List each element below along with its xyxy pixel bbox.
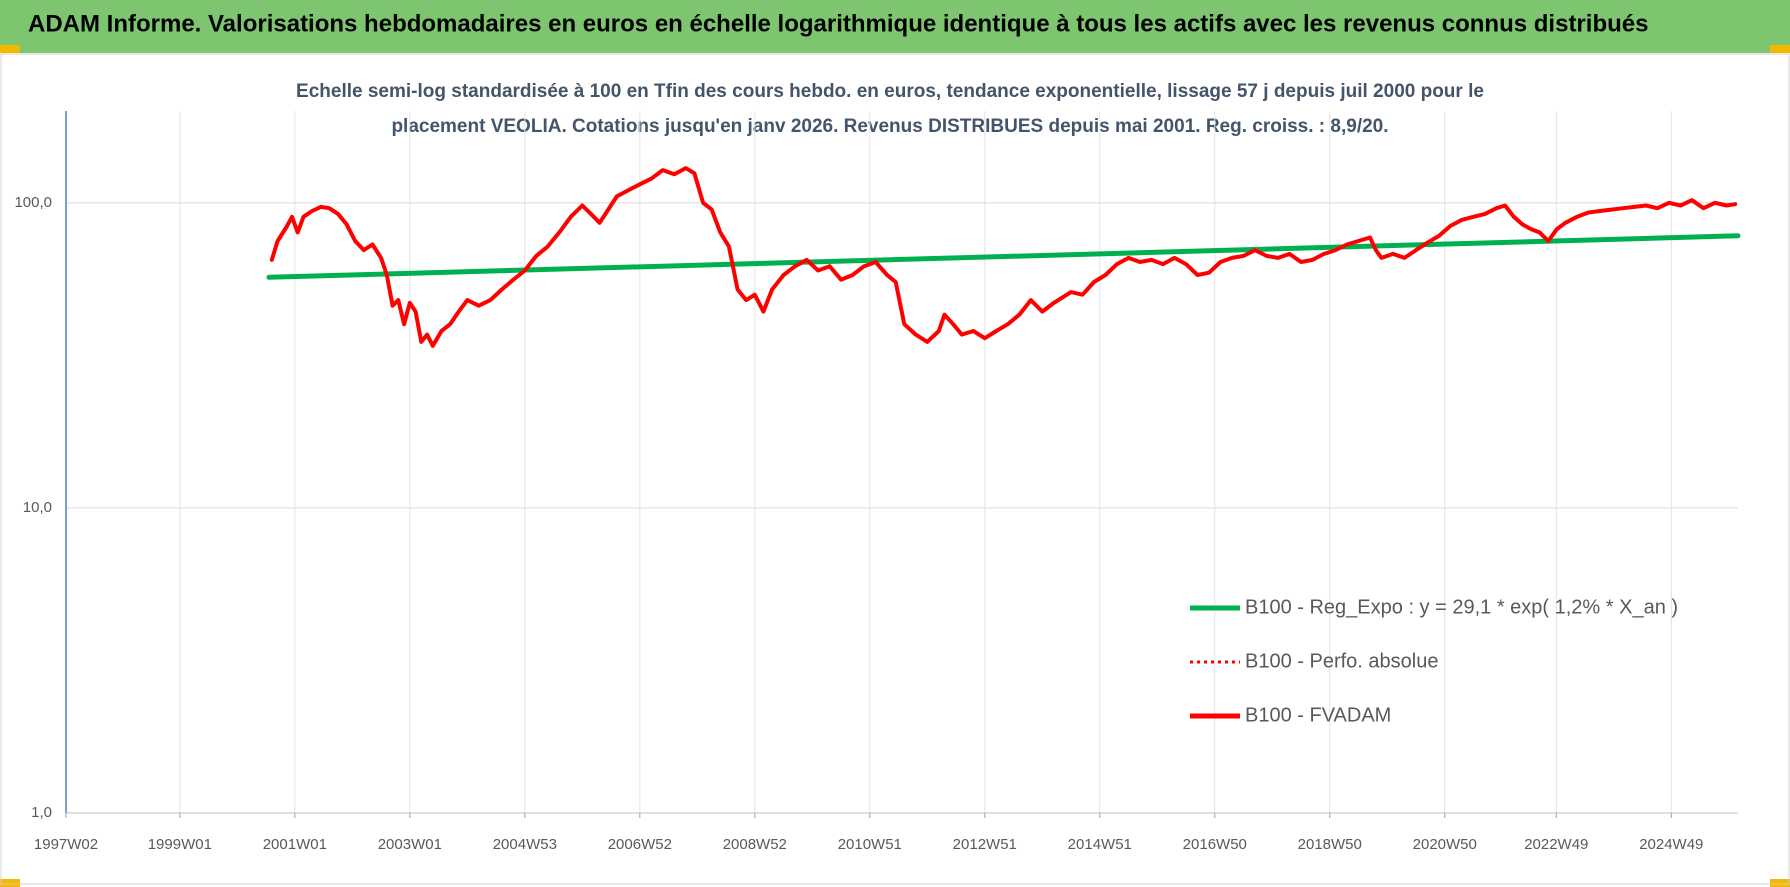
x-tick-label: 2010W51: [838, 836, 902, 853]
x-tick-label: 2012W51: [953, 836, 1017, 853]
chart-subtitle: placement VEOLIA. Cotations jusqu'en jan…: [391, 116, 1388, 137]
x-tick-label: 2003W01: [378, 836, 442, 853]
corner-mark: [1770, 45, 1790, 53]
x-tick-label: 1997W02: [34, 836, 98, 853]
plot-area: [266, 166, 1741, 348]
x-tick-label: 2001W01: [263, 836, 327, 853]
x-tick-label: 2024W49: [1639, 836, 1703, 853]
x-tick-label: 2016W50: [1183, 836, 1247, 853]
x-tick-label: 2008W52: [723, 836, 787, 853]
chart-frame: [0, 53, 1790, 885]
x-tick-label: 2014W51: [1068, 836, 1132, 853]
legend-label: B100 - FVADAM: [1245, 704, 1391, 726]
legend-label: B100 - Perfo. absolue: [1245, 650, 1438, 672]
chart-title: ADAM Informe. Valorisations hebdomadaire…: [28, 10, 1648, 37]
x-tick-label: 2020W50: [1413, 836, 1477, 853]
y-tick-label: 1,0: [31, 804, 52, 821]
y-tick-label: 10,0: [23, 499, 52, 516]
x-tick-label: 1999W01: [148, 836, 212, 853]
series-line: [266, 233, 1741, 280]
y-tick-label: 100,0: [14, 194, 52, 211]
corner-mark: [0, 879, 20, 887]
corner-mark: [0, 45, 20, 53]
corner-mark: [1770, 879, 1790, 887]
legend: B100 - Reg_Expo : y = 29,1 * exp( 1,2% *…: [1190, 596, 1678, 726]
x-tick-label: 2022W49: [1524, 836, 1588, 853]
x-tick-label: 2006W52: [608, 836, 672, 853]
title-bar: [0, 0, 1790, 53]
x-tick-label: 2004W53: [493, 836, 557, 853]
legend-label: B100 - Reg_Expo : y = 29,1 * exp( 1,2% *…: [1245, 596, 1678, 618]
x-tick-label: 2018W50: [1298, 836, 1362, 853]
chart-subtitle: Echelle semi-log standardisée à 100 en T…: [296, 81, 1484, 102]
series-line: [269, 166, 1738, 348]
